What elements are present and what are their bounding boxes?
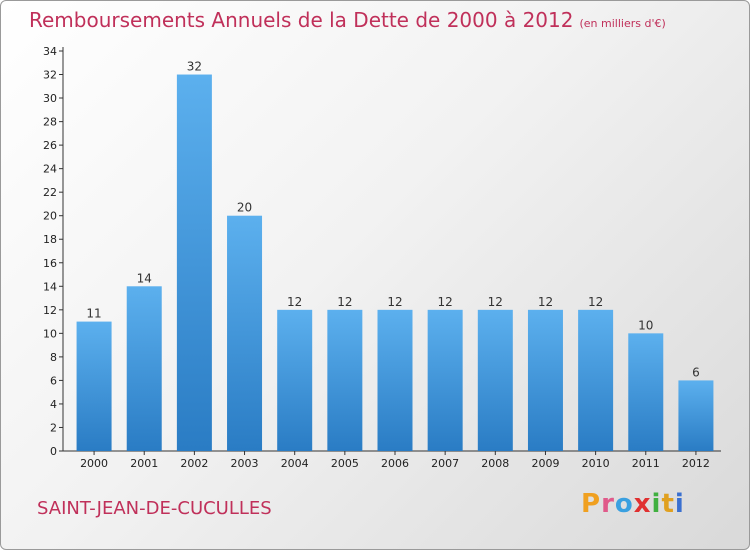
logo-letter: i <box>651 489 662 519</box>
bar <box>126 286 162 451</box>
y-tick-label: 0 <box>50 445 57 458</box>
x-tick-label: 2005 <box>331 457 359 470</box>
chart-bars: 11 14 32 20 12 12 12 12 12 12 12 10 6 <box>76 60 714 451</box>
y-tick-label: 14 <box>43 280 57 293</box>
bar <box>377 309 413 451</box>
bar-value-label: 6 <box>692 365 700 379</box>
y-tick-label: 20 <box>43 210 57 223</box>
x-tick-label: 2010 <box>582 457 610 470</box>
logo-letter: x <box>633 489 652 519</box>
bar <box>477 309 513 451</box>
chart-title: Remboursements Annuels de la Dette de 20… <box>29 8 666 32</box>
bar-value-label: 20 <box>237 201 252 215</box>
logo-letter: P <box>581 489 602 519</box>
x-tick-label: 2002 <box>180 457 208 470</box>
x-tick-label: 2000 <box>80 457 108 470</box>
bar-value-label: 12 <box>387 295 402 309</box>
bar-value-label: 12 <box>438 295 453 309</box>
bar <box>527 309 563 451</box>
y-tick-label: 34 <box>43 45 57 58</box>
bar <box>427 309 463 451</box>
x-tick-label: 2003 <box>231 457 259 470</box>
bar-value-label: 10 <box>638 318 653 332</box>
y-tick-label: 28 <box>43 116 57 129</box>
x-tick-label: 2006 <box>381 457 409 470</box>
x-tick-label: 2007 <box>431 457 459 470</box>
bar-value-label: 11 <box>86 307 101 321</box>
bar <box>227 215 263 451</box>
y-tick-label: 26 <box>43 139 57 152</box>
logo-letter: t <box>661 489 675 519</box>
bar-value-label: 12 <box>337 295 352 309</box>
logo-letter: r <box>601 489 615 519</box>
y-tick-label: 10 <box>43 327 57 340</box>
x-tick-label: 2004 <box>281 457 309 470</box>
bar <box>628 333 664 451</box>
y-tick-label: 12 <box>43 304 57 317</box>
x-tick-label: 2008 <box>481 457 509 470</box>
x-tick-label: 2009 <box>531 457 559 470</box>
y-tick-label: 2 <box>50 421 57 434</box>
bar <box>277 309 313 451</box>
logo-letter: o <box>614 489 634 519</box>
bar <box>578 309 614 451</box>
chart-title-text: Remboursements Annuels de la Dette de 20… <box>29 8 574 32</box>
bar-value-label: 12 <box>287 295 302 309</box>
bar-value-label: 32 <box>187 60 202 74</box>
x-tick-label: 2011 <box>632 457 660 470</box>
y-tick-label: 24 <box>43 163 57 176</box>
y-tick-label: 32 <box>43 69 57 82</box>
y-tick-label: 22 <box>43 186 57 199</box>
y-tick-label: 16 <box>43 257 57 270</box>
proxiti-logo[interactable]: Proxiti <box>581 489 685 519</box>
bar-value-label: 12 <box>588 295 603 309</box>
commune-name: SAINT-JEAN-DE-CUCULLES <box>37 498 272 519</box>
bar <box>678 380 714 451</box>
y-tick-label: 18 <box>43 233 57 246</box>
bar-value-label: 14 <box>137 271 152 285</box>
logo-letter: i <box>674 489 685 519</box>
bar-value-label: 12 <box>488 295 503 309</box>
bar-value-label: 12 <box>538 295 553 309</box>
y-tick-label: 4 <box>50 398 57 411</box>
y-tick-label: 8 <box>50 351 57 364</box>
bar <box>327 309 363 451</box>
chart-unit: (en milliers d'€) <box>579 17 666 30</box>
x-tick-label: 2012 <box>682 457 710 470</box>
y-tick-label: 30 <box>43 92 57 105</box>
y-tick-label: 6 <box>50 374 57 387</box>
bar <box>76 321 112 451</box>
bar <box>176 74 212 451</box>
x-tick-label: 2001 <box>130 457 158 470</box>
